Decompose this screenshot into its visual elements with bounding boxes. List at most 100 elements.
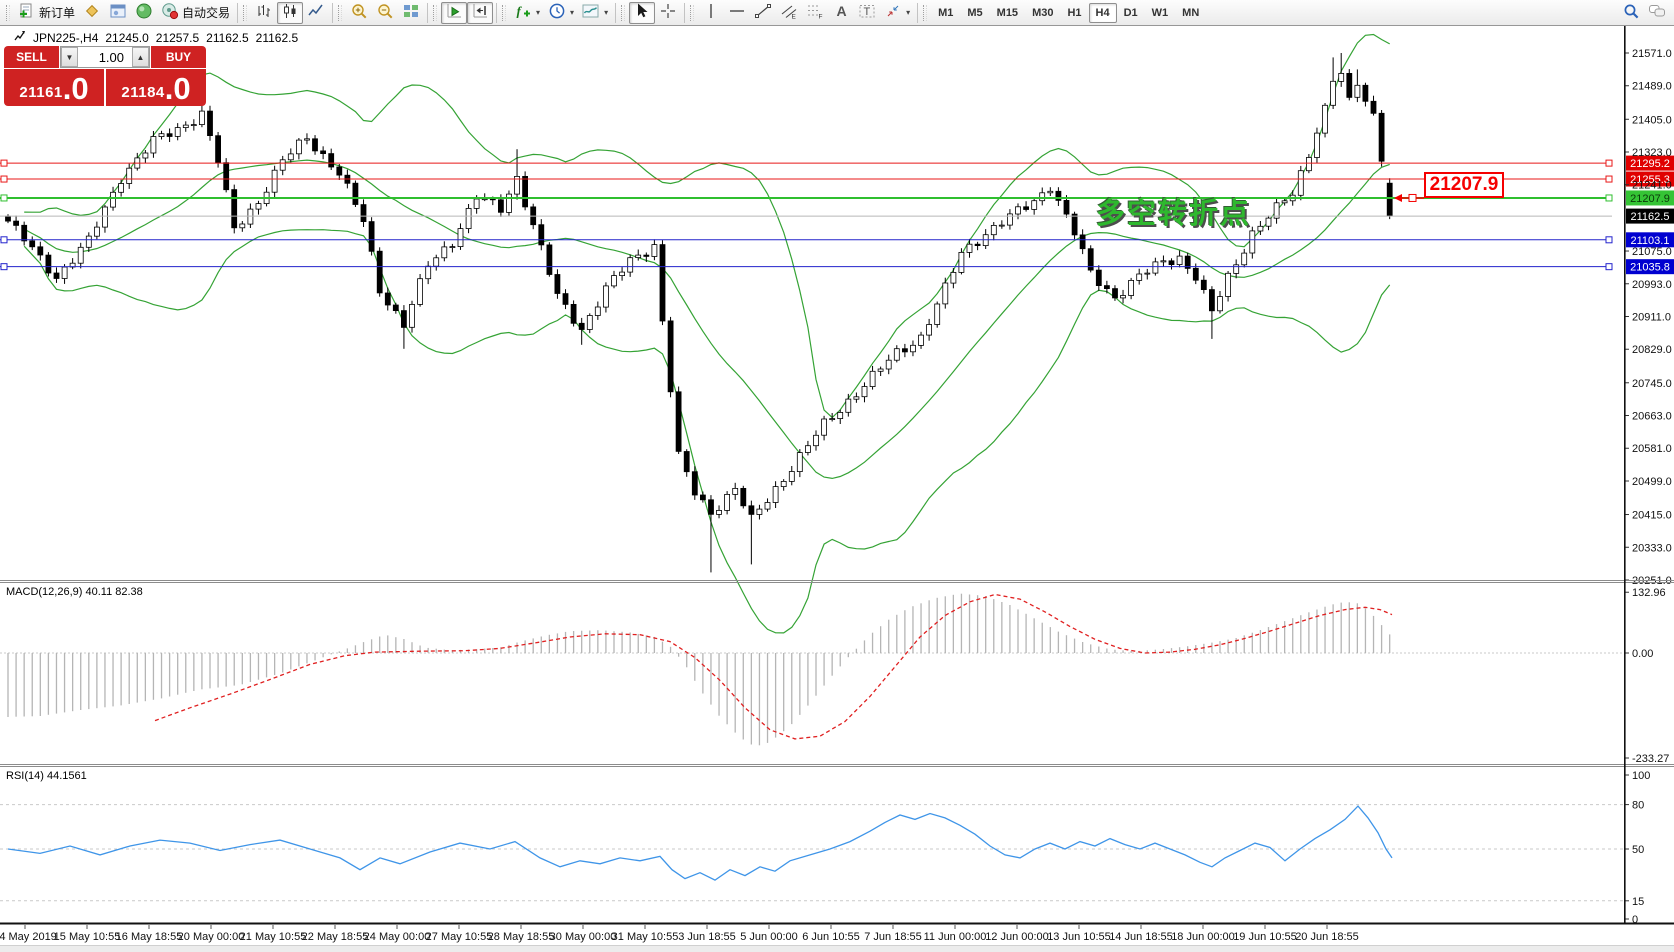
svg-text:0.00: 0.00	[1632, 648, 1653, 660]
timeframe-m15-button[interactable]: M15	[996, 6, 1019, 19]
date-label: 18 Jun 00:00	[1171, 931, 1235, 943]
auto-trading-button[interactable]: 自动交易	[157, 2, 234, 24]
line-chart-icon	[307, 2, 325, 23]
horizontal-line-button[interactable]	[724, 2, 750, 24]
trendline-button[interactable]	[750, 2, 776, 24]
toolbar-drag-handle[interactable]	[6, 4, 10, 21]
toolbar-drag-handle[interactable]	[433, 4, 438, 21]
svg-text:20663.0: 20663.0	[1632, 411, 1672, 423]
toolbar-drag-handle[interactable]	[621, 4, 626, 21]
auto-scroll-icon	[445, 2, 463, 23]
rsi-pane: 100 80 50 15 0	[0, 770, 1650, 926]
volume-decrease-button[interactable]: ▼	[61, 47, 78, 67]
timeframe-w1-button[interactable]: W1	[1151, 6, 1169, 19]
line-anchor-right[interactable]	[1605, 236, 1613, 244]
toolbar-drag-handle[interactable]	[243, 4, 248, 21]
timeframe-mn-button[interactable]: MN	[1182, 6, 1200, 19]
zoom-out-button[interactable]	[372, 2, 398, 24]
svg-text:21489.0: 21489.0	[1632, 81, 1672, 93]
line-chart-button[interactable]	[303, 2, 329, 24]
market-watch-button[interactable]	[79, 2, 105, 24]
line-anchor-right[interactable]	[1605, 175, 1613, 183]
line-anchor-right[interactable]	[1605, 194, 1613, 202]
symbol-period: JPN225-,H4	[33, 30, 99, 45]
zoom-out-icon	[376, 2, 394, 23]
timeframe-h1-button[interactable]: H1	[1067, 6, 1082, 19]
line-anchor-left[interactable]	[0, 194, 8, 202]
chevron-down-icon[interactable]: ▾	[604, 8, 609, 17]
sell-button[interactable]: SELL	[4, 46, 59, 68]
bar-chart-button[interactable]	[251, 2, 277, 24]
equidistant-channel-button[interactable]: E	[776, 2, 802, 24]
tile-windows-button[interactable]	[398, 2, 424, 24]
main-toolbar: 新订单 自动交易 f ▾ ▾ ▾ E F A T ▾ M1 M5 M15 M30 H1 H4 D1 W1 MN	[0, 0, 1674, 26]
timeframe-m30-button[interactable]: M30	[1032, 6, 1054, 19]
line-anchor-right[interactable]	[1605, 263, 1613, 271]
search-button[interactable]	[1618, 2, 1644, 24]
volume-field: ▼ 1.00 ▲	[60, 46, 150, 68]
timeframe-m5-button[interactable]: M5	[967, 6, 983, 19]
candlestick-series	[5, 53, 1393, 573]
chevron-down-icon[interactable]: ▾	[906, 8, 911, 17]
timeframe-h4-button[interactable]: H4	[1088, 2, 1117, 23]
arrows-tool-button[interactable]: ▾	[880, 2, 914, 24]
crosshair-button[interactable]	[655, 2, 681, 24]
svg-text:20745.0: 20745.0	[1632, 378, 1672, 390]
date-label: 19 Jun 10:55	[1233, 931, 1297, 943]
vertical-line-button[interactable]	[698, 2, 724, 24]
bottom-scroll-strip[interactable]	[0, 945, 1674, 952]
ohlc-high: 21257.5	[155, 30, 200, 45]
horizontal-level-lines	[0, 159, 1613, 271]
toolbar-drag-handle[interactable]	[338, 4, 343, 21]
line-anchor-left[interactable]	[0, 263, 8, 271]
buy-price-button[interactable]: 21184.0	[106, 69, 206, 106]
zoom-in-button[interactable]	[346, 2, 372, 24]
cursor-button[interactable]	[629, 1, 656, 24]
text-label-tool-button[interactable]: T	[854, 2, 880, 24]
search-icon	[1622, 2, 1640, 23]
buy-button[interactable]: BUY	[151, 46, 206, 68]
sell-price-button[interactable]: 21161.0	[4, 69, 104, 106]
templates-button[interactable]: ▾	[578, 2, 612, 24]
price-badge-21207.9: 21207.9	[1630, 193, 1670, 205]
date-label: 13 Jun 10:55	[1047, 931, 1111, 943]
tile-windows-icon	[402, 2, 420, 23]
text-tool-button[interactable]: A	[828, 2, 854, 24]
line-anchor-left[interactable]	[0, 159, 8, 167]
data-window-button[interactable]	[105, 2, 131, 24]
svg-text:-233.27: -233.27	[1632, 753, 1669, 765]
timeframe-d1-button[interactable]: D1	[1123, 6, 1138, 19]
timeframe-m1-button[interactable]: M1	[938, 6, 954, 19]
chart-info-line: JPN225-,H4 21245.0 21257.5 21162.5 21162…	[14, 30, 298, 45]
chart-shift-icon	[471, 2, 489, 23]
chart-shift-button[interactable]	[467, 1, 494, 24]
sell-price-main: 21161	[19, 84, 63, 101]
line-anchor-left[interactable]	[0, 236, 8, 244]
new-order-button[interactable]: 新订单	[14, 2, 79, 24]
indicators-list-button[interactable]: f ▾	[510, 2, 544, 24]
date-label: 14 May 2019	[0, 931, 57, 943]
line-anchor-left[interactable]	[0, 175, 8, 183]
auto-scroll-button[interactable]	[441, 1, 468, 24]
toolbar-drag-handle[interactable]	[502, 4, 507, 21]
volume-increase-button[interactable]: ▲	[132, 47, 149, 67]
toolbar-separator	[615, 2, 617, 23]
chevron-down-icon[interactable]: ▾	[570, 8, 575, 17]
date-label: 20 Jun 18:55	[1295, 931, 1359, 943]
navigator-button[interactable]	[131, 2, 157, 24]
bollinger-bands	[23, 33, 1391, 634]
chat-button[interactable]	[1644, 2, 1670, 24]
toolbar-drag-handle[interactable]	[690, 4, 695, 21]
ohlc-low: 21162.5	[206, 30, 249, 45]
periods-button[interactable]: ▾	[544, 2, 578, 24]
periods-icon	[548, 2, 566, 23]
candlestick-chart-button[interactable]	[277, 1, 304, 24]
volume-input[interactable]: 1.00	[98, 49, 124, 65]
toolbar-drag-handle[interactable]	[923, 4, 928, 21]
svg-text:20415.0: 20415.0	[1632, 510, 1672, 522]
fibonacci-retracement-button[interactable]: F	[802, 2, 828, 24]
line-anchor-right[interactable]	[1605, 159, 1613, 167]
chevron-down-icon[interactable]: ▾	[536, 8, 541, 17]
date-label: 6 Jun 10:55	[802, 931, 860, 943]
